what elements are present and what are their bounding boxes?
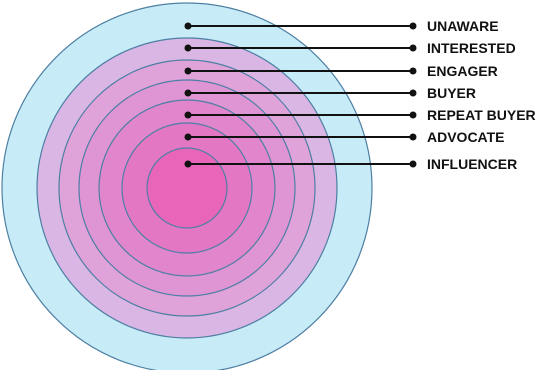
label-buyer: BUYER [427, 85, 476, 101]
ring-influencer [146, 147, 228, 229]
leader-engager [184, 67, 417, 75]
label-interested: INTERESTED [427, 40, 516, 56]
label-advocate: ADVOCATE [427, 129, 505, 145]
leader-interested [184, 44, 417, 52]
label-repeat-buyer: REPEAT BUYER [427, 107, 536, 123]
label-engager: ENGAGER [427, 63, 498, 79]
leader-unaware [184, 22, 417, 30]
leader-advocate [184, 133, 417, 141]
leader-repeat-buyer [184, 111, 417, 119]
label-influencer: INFLUENCER [427, 156, 517, 172]
label-unaware: UNAWARE [427, 18, 499, 34]
leader-buyer [184, 89, 417, 97]
leader-influencer [184, 160, 417, 168]
